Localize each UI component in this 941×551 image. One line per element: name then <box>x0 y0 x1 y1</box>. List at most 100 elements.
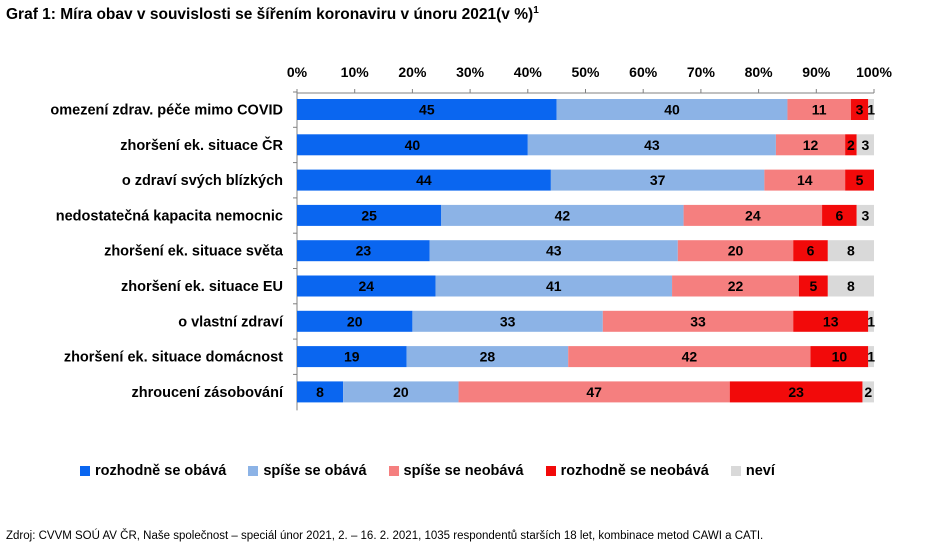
x-tick-label: 100% <box>856 64 892 80</box>
data-label: 37 <box>650 172 666 188</box>
data-label: 6 <box>835 207 843 223</box>
title-footnote-mark: 1 <box>533 5 539 16</box>
data-label: 3 <box>861 137 869 153</box>
data-label: 2 <box>864 384 872 400</box>
x-tick-label: 0% <box>287 64 308 80</box>
data-label: 5 <box>856 172 864 188</box>
x-tick-label: 80% <box>745 64 774 80</box>
category-label: o vlastní zdraví <box>178 314 284 330</box>
bar-segment <box>868 310 874 332</box>
data-label: 20 <box>347 313 363 329</box>
data-label: 23 <box>788 384 804 400</box>
bar-segment <box>810 346 869 368</box>
bar-segment <box>827 240 874 262</box>
bar-segment <box>602 310 794 332</box>
bar-segment <box>412 310 603 332</box>
bar-segment <box>297 275 436 297</box>
data-label: 8 <box>847 278 855 294</box>
bar-segment <box>297 134 528 156</box>
bar-segment <box>729 381 863 403</box>
x-tick-label: 20% <box>398 64 427 80</box>
data-label: 33 <box>500 313 516 329</box>
bar-segment <box>868 346 874 368</box>
bar-segment <box>527 134 776 156</box>
x-tick-label: 10% <box>341 64 370 80</box>
bar-segment <box>775 134 846 156</box>
bar-segment <box>297 240 430 262</box>
bar-segment <box>297 99 557 120</box>
data-label: 28 <box>480 349 496 365</box>
legend-item: spíše se neobává <box>388 463 524 479</box>
bar-segment <box>556 99 788 120</box>
legend-label: rozhodně se neobává <box>560 463 709 479</box>
data-label: 19 <box>344 349 360 365</box>
category-label: omezení zdrav. péče mimo COVID <box>50 103 283 119</box>
category-label: zhroucení zásobování <box>132 385 284 401</box>
x-tick-label: 30% <box>456 64 485 80</box>
bar-segment <box>297 346 407 368</box>
legend-item: rozhodně se neobává <box>545 463 709 479</box>
bar-segment <box>787 99 851 120</box>
category-label: zhoršení ek. situace ČR <box>120 136 283 154</box>
legend-item: neví <box>730 463 775 479</box>
legend-swatch <box>248 466 259 476</box>
bar-segment <box>793 310 869 332</box>
bar-segment <box>297 310 413 332</box>
data-label: 8 <box>847 243 855 259</box>
x-tick-label: 50% <box>571 64 600 80</box>
bar-segment <box>458 381 730 403</box>
data-label: 3 <box>861 207 869 223</box>
bar-segment <box>856 134 874 156</box>
bar-segment <box>798 275 828 297</box>
data-label: 2 <box>847 137 855 153</box>
data-label: 47 <box>586 384 602 400</box>
data-label: 41 <box>546 278 562 294</box>
legend-label: spíše se neobává <box>403 463 524 479</box>
data-label: 24 <box>358 278 374 294</box>
category-label: zhoršení ek. situace světa <box>104 244 284 260</box>
x-tick-label: 40% <box>514 64 543 80</box>
data-label: 22 <box>728 278 744 294</box>
data-label: 25 <box>361 207 377 223</box>
legend-swatch <box>730 466 741 476</box>
data-label: 43 <box>644 137 660 153</box>
data-label: 6 <box>807 243 815 259</box>
data-label: 43 <box>546 243 562 259</box>
bar-segment <box>297 169 551 191</box>
bar-segment <box>822 204 857 226</box>
x-tick-label: 70% <box>687 64 716 80</box>
stacked-bar-chart: 0% 10% 20% 30% 40% 50% 60% 70% 80% 90% 100% omezení… <box>50 64 892 411</box>
data-label: 24 <box>745 207 761 223</box>
bar-segment <box>435 275 673 297</box>
data-label: 12 <box>803 137 819 153</box>
data-label: 11 <box>812 102 827 118</box>
bar-segment <box>677 240 794 262</box>
data-label: 5 <box>810 278 818 294</box>
bar-segment <box>850 99 869 120</box>
category-label: zhoršení ek. situace domácnost <box>64 350 283 366</box>
legend-swatch <box>545 466 556 476</box>
data-label: 42 <box>682 349 698 365</box>
data-label: 8 <box>316 384 324 400</box>
bar-segment <box>793 240 828 262</box>
category-label: nedostatečná kapacita nemocnic <box>56 208 283 224</box>
chart-legend: rozhodně se obává spíše se obává spíše se … <box>80 463 880 479</box>
bar-segment <box>683 204 823 226</box>
data-label: 20 <box>728 243 744 259</box>
data-label: 1 <box>867 102 875 118</box>
bar-segment <box>343 381 459 403</box>
legend-label: spíše se obává <box>263 463 367 479</box>
bar-segment <box>406 346 569 368</box>
bar-segment <box>672 275 799 297</box>
data-label: 14 <box>797 172 813 188</box>
legend-swatch <box>80 466 90 476</box>
bar-segment <box>827 275 874 297</box>
data-label: 44 <box>416 172 432 188</box>
data-label: 42 <box>555 207 571 223</box>
legend-item: spíše se obává <box>248 463 367 479</box>
category-label: o zdraví svých blízkých <box>122 173 283 189</box>
data-label: 45 <box>419 102 435 118</box>
bar-segment <box>856 204 874 226</box>
legend-label: rozhodně se obává <box>95 463 227 479</box>
legend-swatch <box>388 466 399 476</box>
